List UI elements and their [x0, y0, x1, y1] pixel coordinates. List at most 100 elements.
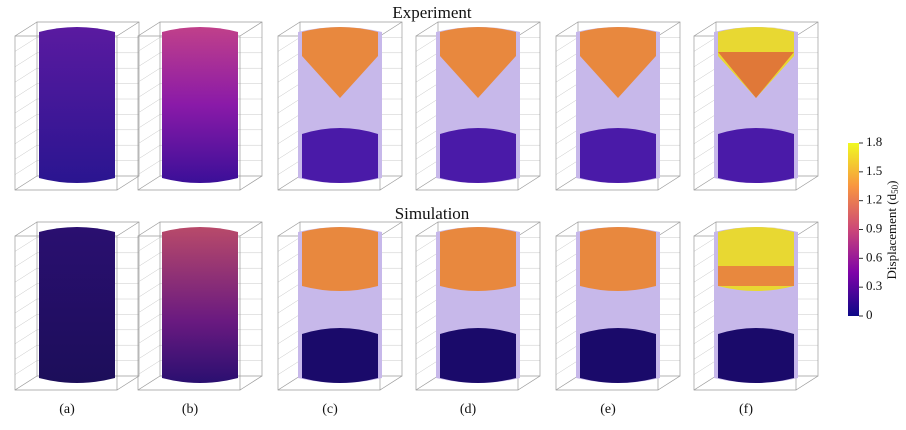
colorbar-tick-label: 0.3 [866, 278, 882, 293]
specimen-bottom [440, 128, 516, 183]
wireframe [556, 222, 578, 236]
grid-line [694, 130, 716, 144]
wireframe [117, 222, 139, 236]
grid-line [694, 361, 716, 375]
wireframe [117, 176, 139, 190]
specimen-top [580, 227, 656, 291]
wireframe [416, 176, 438, 190]
grid-line [278, 284, 300, 298]
wireframe [556, 376, 578, 390]
grid-line [416, 114, 438, 128]
wireframe [658, 376, 680, 390]
grid-line [278, 37, 300, 51]
specimen-bottom [580, 328, 656, 383]
grid-line [278, 330, 300, 344]
grid-line [278, 68, 300, 82]
wireframe [380, 376, 402, 390]
grid-line [416, 268, 438, 282]
specimen-top [302, 227, 378, 291]
grid-line [416, 299, 438, 313]
grid-line [694, 37, 716, 51]
colorbar-tick-label: 0 [866, 307, 873, 322]
grid-line [278, 161, 300, 175]
grid-line [556, 99, 578, 113]
grid-line [416, 253, 438, 267]
wireframe [796, 222, 818, 236]
grid-line [138, 345, 160, 359]
specimen-top [440, 227, 516, 291]
figure: (a)(b)(c)(d)(e)(f) Experiment Simulation… [0, 0, 906, 430]
wireframe [518, 22, 540, 36]
wireframe [658, 176, 680, 190]
grid-line [278, 114, 300, 128]
wireframe [138, 176, 160, 190]
colorbar-tick-label: 1.2 [866, 192, 882, 207]
grid-line [694, 53, 716, 67]
grid-line [138, 237, 160, 251]
grid-line [15, 68, 37, 82]
colorbar-tick-label: 0.9 [866, 220, 882, 235]
grid-line [278, 253, 300, 267]
wireframe [658, 222, 680, 236]
grid-line [556, 268, 578, 282]
grid-line [556, 361, 578, 375]
grid-line [138, 53, 160, 67]
specimen-top [718, 266, 794, 286]
wireframe [380, 22, 402, 36]
grid-line [15, 130, 37, 144]
grid-line [416, 237, 438, 251]
wireframe [518, 176, 540, 190]
grid-line [15, 114, 37, 128]
grid-line [416, 37, 438, 51]
grid-line [694, 84, 716, 98]
grid-line [15, 53, 37, 67]
wireframe [796, 22, 818, 36]
grid-line [694, 345, 716, 359]
grid-line [138, 161, 160, 175]
grid-line [278, 84, 300, 98]
grid-line [556, 145, 578, 159]
wireframe [796, 376, 818, 390]
wireframe [518, 376, 540, 390]
wireframe [416, 22, 438, 36]
grid-line [138, 114, 160, 128]
grid-line [15, 330, 37, 344]
wireframe [694, 222, 716, 236]
grid-line [15, 145, 37, 159]
grid-line [556, 53, 578, 67]
wireframe [556, 176, 578, 190]
panel-label: (f) [739, 402, 753, 417]
grid-line [694, 299, 716, 313]
wireframe [240, 22, 262, 36]
grid-line [278, 99, 300, 113]
experiment-title: Experiment [392, 3, 472, 22]
specimen [162, 27, 238, 183]
panel-label: (e) [600, 402, 616, 417]
wireframe [658, 22, 680, 36]
wireframe [240, 222, 262, 236]
specimen [39, 227, 115, 383]
grid-line [15, 361, 37, 375]
grid-line [694, 99, 716, 113]
colorbar-ticks: 00.30.60.91.21.51.8 [859, 134, 883, 322]
grid-line [138, 284, 160, 298]
wireframe [796, 176, 818, 190]
grid-line [416, 84, 438, 98]
wireframe [380, 176, 402, 190]
grid-line [138, 330, 160, 344]
wireframe [518, 222, 540, 236]
grid-line [694, 314, 716, 328]
grid-line [15, 99, 37, 113]
wireframe [138, 222, 160, 236]
grid-line [416, 68, 438, 82]
grid-line [138, 314, 160, 328]
colorbar [848, 143, 859, 316]
grid-line [556, 84, 578, 98]
wireframe [15, 22, 37, 36]
grid-line [556, 253, 578, 267]
grid-line [694, 161, 716, 175]
wireframe [416, 376, 438, 390]
wireframe [15, 222, 37, 236]
grid-line [278, 361, 300, 375]
panel-label: (d) [460, 402, 477, 417]
